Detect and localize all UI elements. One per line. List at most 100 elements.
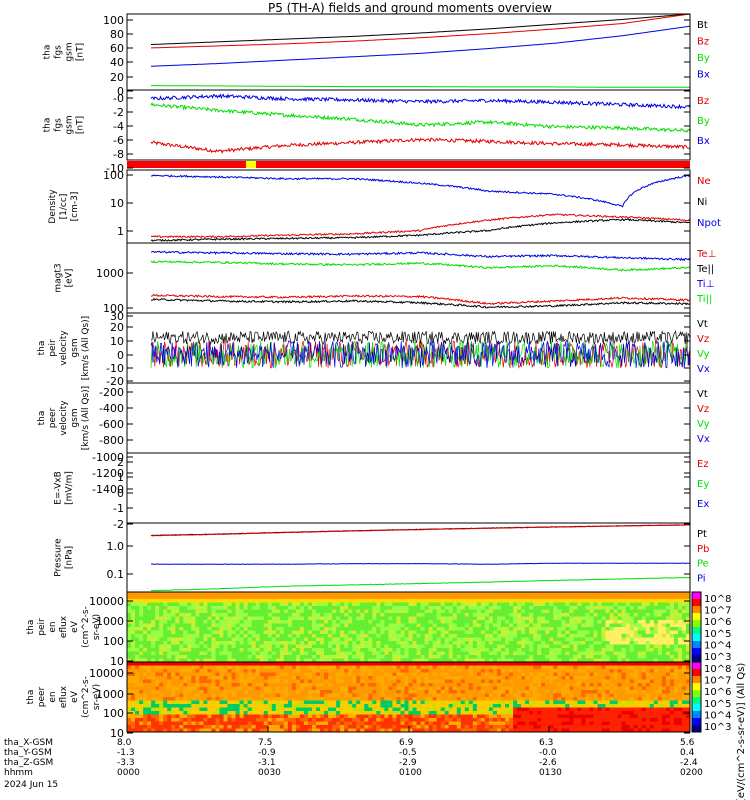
heatmap-cell — [665, 620, 671, 624]
heatmap-cell — [444, 721, 450, 726]
heatmap-cell — [484, 693, 490, 698]
heatmap-cell — [625, 655, 631, 659]
heatmap-cell — [388, 728, 393, 733]
heatmap-cell — [372, 714, 377, 719]
heatmap-cell — [629, 616, 635, 621]
heatmap-cell — [392, 658, 397, 663]
heatmap-cell — [215, 644, 220, 649]
heatmap-cell — [255, 707, 261, 712]
heatmap-cell — [219, 714, 224, 719]
heatmap-cell — [384, 690, 389, 694]
heatmap-cell — [279, 697, 285, 701]
heatmap-cell — [545, 637, 550, 642]
heatmap-cell — [669, 616, 675, 621]
heatmap-cell — [187, 641, 192, 645]
colorbar-segment — [692, 620, 701, 628]
heatmap-cell — [344, 595, 349, 600]
heatmap-cell — [513, 613, 518, 617]
heatmap-cell — [352, 686, 357, 691]
heatmap-cell — [316, 637, 321, 642]
heatmap-cell — [376, 686, 381, 691]
heatmap-cell — [581, 606, 586, 610]
heatmap-cell — [163, 676, 168, 680]
heatmap-cell — [505, 721, 510, 726]
heatmap-cell — [235, 613, 241, 617]
heatmap-cell — [420, 676, 426, 680]
heatmap-cell — [251, 676, 257, 680]
heatmap-cell — [432, 623, 438, 628]
heatmap-cell — [263, 634, 269, 638]
heatmap-cell — [533, 630, 538, 635]
heatmap-cell — [231, 665, 237, 670]
heatmap-cell — [163, 627, 168, 631]
heatmap-cell — [456, 634, 462, 638]
heatmap-cell — [360, 714, 365, 719]
y-label-line: [mV/m] — [65, 471, 75, 505]
heatmap-cell — [557, 595, 562, 600]
heatmap-cell — [259, 714, 265, 719]
heatmap-cell — [621, 595, 627, 600]
heatmap-cell — [396, 679, 401, 684]
heatmap-cell — [239, 683, 245, 687]
heatmap-cell — [444, 595, 450, 600]
heatmap-cell — [372, 658, 377, 663]
heatmap-cell — [308, 718, 313, 722]
heatmap-cell — [275, 599, 281, 603]
heatmap-cell — [525, 592, 530, 596]
heatmap-cell — [404, 658, 409, 663]
heatmap-cell — [275, 704, 281, 708]
heatmap-cell — [207, 707, 212, 712]
heatmap-cell — [312, 634, 317, 638]
heatmap-cell — [251, 679, 257, 684]
heatmap-cell — [657, 623, 663, 628]
heatmap-cell — [291, 721, 297, 726]
heatmap-cell — [340, 592, 345, 596]
heatmap-cell — [509, 711, 514, 715]
heatmap-cell — [412, 728, 417, 733]
heatmap-cell — [203, 627, 208, 631]
heatmap-cell — [195, 620, 200, 624]
heatmap-cell — [541, 651, 546, 656]
heatmap-cell — [195, 672, 200, 677]
heatmap-cell — [452, 725, 458, 729]
heatmap-cell — [597, 658, 602, 663]
heatmap-cell — [541, 613, 546, 617]
heatmap-cell — [593, 648, 598, 652]
heatmap-cell — [480, 616, 486, 621]
heatmap-cell — [533, 641, 538, 645]
heatmap-cell — [368, 641, 373, 645]
heatmap-cell — [384, 630, 389, 635]
heatmap-cell — [203, 669, 208, 673]
heatmap-cell — [151, 690, 156, 694]
heatmap-cell — [384, 714, 389, 719]
heatmap-cell — [283, 662, 289, 666]
heatmap-cell — [235, 616, 241, 621]
heatmap-cell — [291, 693, 297, 698]
heatmap-cell — [271, 686, 277, 691]
heatmap-cell — [239, 711, 245, 715]
heatmap-cell — [686, 595, 691, 600]
heatmap-cell — [484, 718, 490, 722]
heatmap-cell — [364, 609, 369, 614]
heatmap-cell — [255, 595, 261, 600]
heatmap-cell — [171, 599, 176, 603]
heatmap-cell — [167, 690, 172, 694]
heatmap-cell — [404, 665, 409, 670]
heatmap-cell — [179, 707, 184, 712]
heatmap-cell — [175, 728, 180, 733]
heatmap-cell — [673, 634, 679, 638]
heatmap-cell — [316, 711, 321, 715]
heatmap-cell — [609, 592, 615, 596]
heatmap-cell — [291, 616, 297, 621]
heatmap-cell — [183, 634, 188, 638]
heatmap-cell — [231, 595, 237, 600]
heatmap-cell — [275, 683, 281, 687]
heatmap-cell — [352, 697, 357, 701]
heatmap-cell — [283, 718, 289, 722]
y-tick-label: -8 — [113, 148, 124, 161]
heatmap-cell — [472, 672, 478, 677]
heatmap-cell — [376, 627, 381, 631]
heatmap-cell — [199, 690, 204, 694]
heatmap-cell — [577, 616, 582, 621]
heatmap-cell — [505, 683, 510, 687]
